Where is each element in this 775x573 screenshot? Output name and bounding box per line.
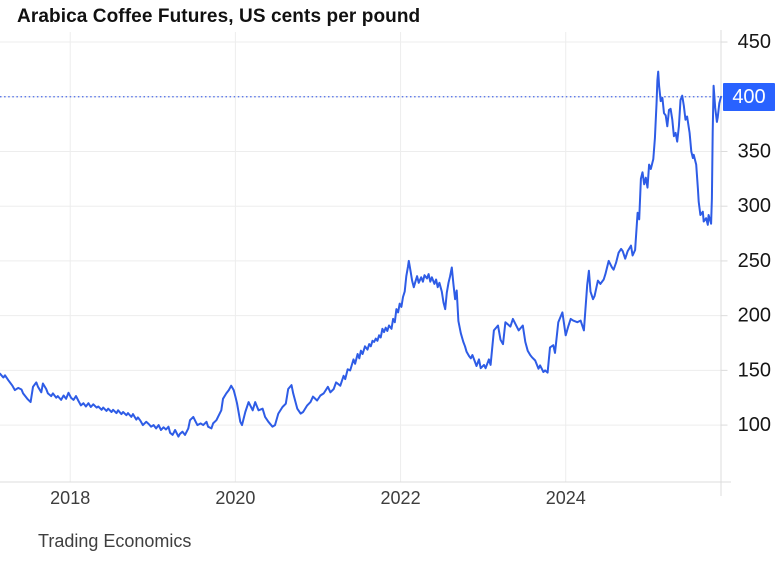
x-tick-label: 2024 — [546, 488, 586, 508]
watermark: Trading Economics — [38, 531, 192, 551]
y-tick-label: 200 — [738, 305, 771, 327]
x-tick-label: 2020 — [215, 488, 255, 508]
y-tick-label: 250 — [738, 250, 771, 272]
chart-title: Arabica Coffee Futures, US cents per pou… — [17, 6, 421, 27]
x-tick-label: 2018 — [50, 488, 90, 508]
y-tick-label: 350 — [738, 140, 771, 162]
current-price-label: 400 — [732, 85, 766, 108]
current-price-badge: 400 — [723, 83, 775, 111]
price-series-line — [0, 70, 722, 438]
y-tick-label: 100 — [738, 414, 771, 436]
y-tick-label: 300 — [738, 195, 771, 217]
x-tick-label: 2022 — [381, 488, 421, 508]
y-tick-label: 450 — [738, 31, 771, 53]
y-tick-label: 150 — [738, 359, 771, 381]
